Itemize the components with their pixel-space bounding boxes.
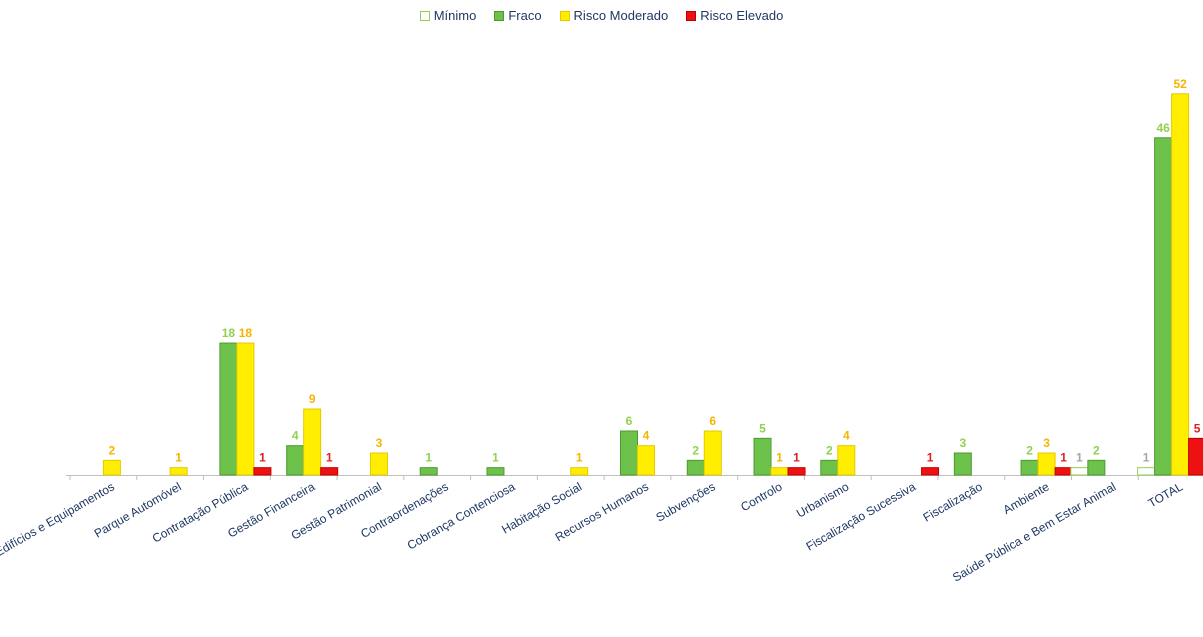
bar	[1087, 459, 1106, 476]
bar	[1154, 137, 1173, 476]
bar	[1070, 467, 1089, 476]
bar	[303, 408, 322, 476]
data-label: 5	[759, 421, 766, 435]
legend-label: Fraco	[508, 8, 542, 23]
bar	[320, 467, 339, 476]
data-label: 3	[959, 436, 966, 450]
data-label: 5	[1194, 421, 1201, 435]
data-label: 18	[222, 326, 236, 340]
legend-swatch	[686, 10, 697, 21]
bar	[703, 430, 722, 476]
data-label: 2	[1026, 443, 1033, 457]
bar	[1037, 452, 1056, 476]
legend-item: Risco Elevado	[686, 8, 783, 23]
x-tick-label: TOTAL	[1146, 479, 1186, 510]
data-label: 2	[109, 443, 116, 457]
bar	[369, 452, 388, 476]
legend-swatch	[419, 10, 430, 21]
data-label: 9	[309, 392, 316, 406]
bar	[686, 459, 705, 476]
legend-item: Fraco	[494, 8, 542, 23]
bar	[169, 467, 188, 476]
data-label: 1	[492, 451, 499, 465]
x-tick-label: Controlo	[738, 479, 785, 514]
bar	[419, 467, 438, 476]
bar	[921, 467, 940, 476]
bar	[1054, 467, 1073, 476]
data-label: 1	[776, 451, 783, 465]
data-label: 2	[692, 443, 699, 457]
data-label: 6	[709, 414, 716, 428]
x-tick-label: Urbanismo	[794, 479, 852, 520]
data-label: 2	[826, 443, 833, 457]
data-label: 4	[643, 429, 650, 443]
x-tick-label: Subvenções	[654, 479, 718, 524]
bar	[1188, 437, 1203, 476]
bar	[837, 445, 856, 476]
bar	[753, 437, 772, 476]
data-label: 1	[425, 451, 432, 465]
data-label: 1	[259, 451, 266, 465]
legend-label: Risco Elevado	[700, 8, 784, 23]
data-label: 6	[626, 414, 633, 428]
bar	[770, 467, 789, 476]
x-tick-label: Edifícios e Equipamentos	[0, 479, 117, 559]
data-label: 1	[175, 451, 182, 465]
bar	[286, 445, 305, 476]
data-label: 3	[1043, 436, 1050, 450]
data-label: 1	[927, 451, 934, 465]
bar	[1020, 459, 1039, 476]
data-label: 3	[376, 436, 383, 450]
x-tick-label: Fiscalização Sucessiva	[804, 479, 919, 553]
data-label: 1	[793, 451, 800, 465]
data-label: 1	[1060, 451, 1067, 465]
legend-label: Risco Moderado	[573, 8, 669, 23]
bar	[620, 430, 638, 476]
bar	[637, 445, 655, 476]
data-label: 4	[292, 429, 299, 443]
bar	[102, 459, 121, 476]
data-label: 1	[576, 451, 583, 465]
bar	[787, 467, 806, 476]
bar	[253, 467, 272, 476]
data-label: 1	[326, 451, 333, 465]
bar	[486, 467, 505, 476]
data-label: 46	[1156, 121, 1170, 135]
legend-swatch	[494, 10, 505, 21]
data-label: 52	[1173, 77, 1187, 91]
x-tick-label: Ambiente	[1001, 479, 1052, 517]
chart-legend: Mínimo Fraco Risco Moderado Risco Elevado	[0, 8, 1203, 23]
bar	[570, 467, 589, 476]
data-label: 18	[239, 326, 253, 340]
bar	[236, 342, 255, 476]
x-tick-label: Fiscalização	[921, 479, 985, 524]
data-label: 1	[1076, 451, 1083, 465]
data-label: 2	[1093, 443, 1100, 457]
legend-swatch	[559, 10, 570, 21]
legend-item: Risco Moderado	[559, 8, 669, 23]
bar	[953, 452, 972, 476]
legend-item: Mínimo	[419, 8, 477, 23]
data-label: 4	[843, 429, 850, 443]
bar	[1171, 93, 1190, 476]
bar	[1137, 467, 1156, 476]
bar	[820, 459, 839, 476]
data-label: 1	[1143, 451, 1150, 465]
legend-label: Mínimo	[433, 8, 477, 23]
x-tick-label: Cobrança Contenciosa	[405, 479, 518, 552]
bar	[219, 342, 238, 476]
